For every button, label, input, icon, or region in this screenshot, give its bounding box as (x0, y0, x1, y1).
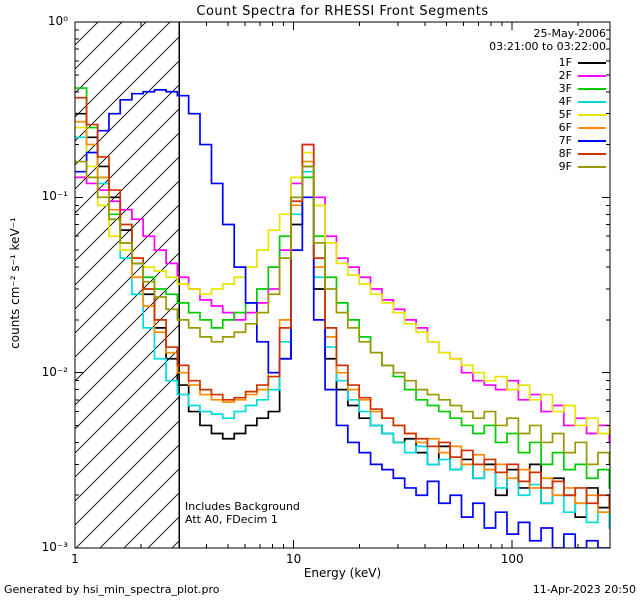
legend-swatch-6F (578, 126, 606, 129)
legend-item-4F: 4F (559, 95, 606, 108)
legend-swatch-2F (578, 74, 606, 77)
legend-label-7F: 7F (558, 134, 572, 147)
legend-label-3F: 3F (558, 82, 572, 95)
x-tick-label-1: 1 (71, 552, 79, 566)
y-tick-label--2: 10⁻² (41, 364, 68, 379)
generation-timestamp: 11-Apr-2023 20:50 (532, 583, 636, 596)
page-title: Count Spectra for RHESSI Front Segments (196, 4, 489, 19)
legend-label-4F: 4F (558, 95, 572, 108)
legend-swatch-4F (578, 100, 606, 103)
legend-label-6F: 6F (558, 121, 572, 134)
generator-credit: Generated by hsi_min_spectra_plot.pro (4, 583, 220, 596)
hatch-region (75, 22, 180, 548)
series-8F (75, 96, 610, 509)
legend-item-1F: 1F (559, 56, 606, 69)
y-tick-label--3: 10⁻³ (41, 540, 68, 554)
legend: 1F 2F 3F 4F 5F 6F 7F 8F 9F (559, 56, 606, 173)
y-tick-labels: 10⁰ 10⁻¹ 10⁻² 10⁻³ (0, 0, 68, 600)
legend-swatch-7F (578, 139, 606, 142)
legend-item-3F: 3F (559, 82, 606, 95)
legend-label-1F: 1F (558, 56, 572, 69)
series-7F (75, 89, 610, 548)
series-9F (75, 160, 610, 466)
observation-time-range: 03:21:00 to 03:22:00 (489, 40, 606, 53)
legend-item-5F: 5F (559, 108, 606, 121)
legend-swatch-3F (578, 87, 606, 90)
legend-swatch-5F (578, 113, 606, 116)
y-tick-label-0: 10⁰ (47, 14, 68, 28)
legend-item-7F: 7F (559, 134, 606, 147)
legend-item-9F: 9F (559, 160, 606, 173)
plot-frame (74, 21, 611, 549)
legend-label-5F: 5F (558, 108, 572, 121)
legend-item-6F: 6F (559, 121, 606, 134)
x-axis-label: Energy (keV) (303, 566, 382, 580)
note-includes-background: Includes Background (185, 500, 300, 513)
legend-swatch-9F (578, 165, 606, 168)
legend-label-2F: 2F (558, 69, 572, 82)
series-5F (75, 126, 610, 435)
observation-date: 25-May-2006 (533, 27, 606, 40)
x-tick-label-100: 100 (500, 552, 524, 566)
legend-swatch-1F (578, 61, 606, 64)
legend-label-9F: 9F (558, 160, 572, 173)
axis-ticks (74, 21, 610, 549)
note-attenuator-state: Att A0, FDecim 1 (185, 513, 278, 526)
x-tick-label-10: 10 (285, 552, 302, 566)
legend-item-8F: 8F (559, 147, 606, 160)
legend-label-8F: 8F (558, 147, 572, 160)
y-tick-label--1: 10⁻¹ (41, 189, 68, 204)
legend-swatch-8F (578, 152, 606, 155)
series-3F (75, 87, 610, 489)
legend-item-2F: 2F (559, 69, 606, 82)
